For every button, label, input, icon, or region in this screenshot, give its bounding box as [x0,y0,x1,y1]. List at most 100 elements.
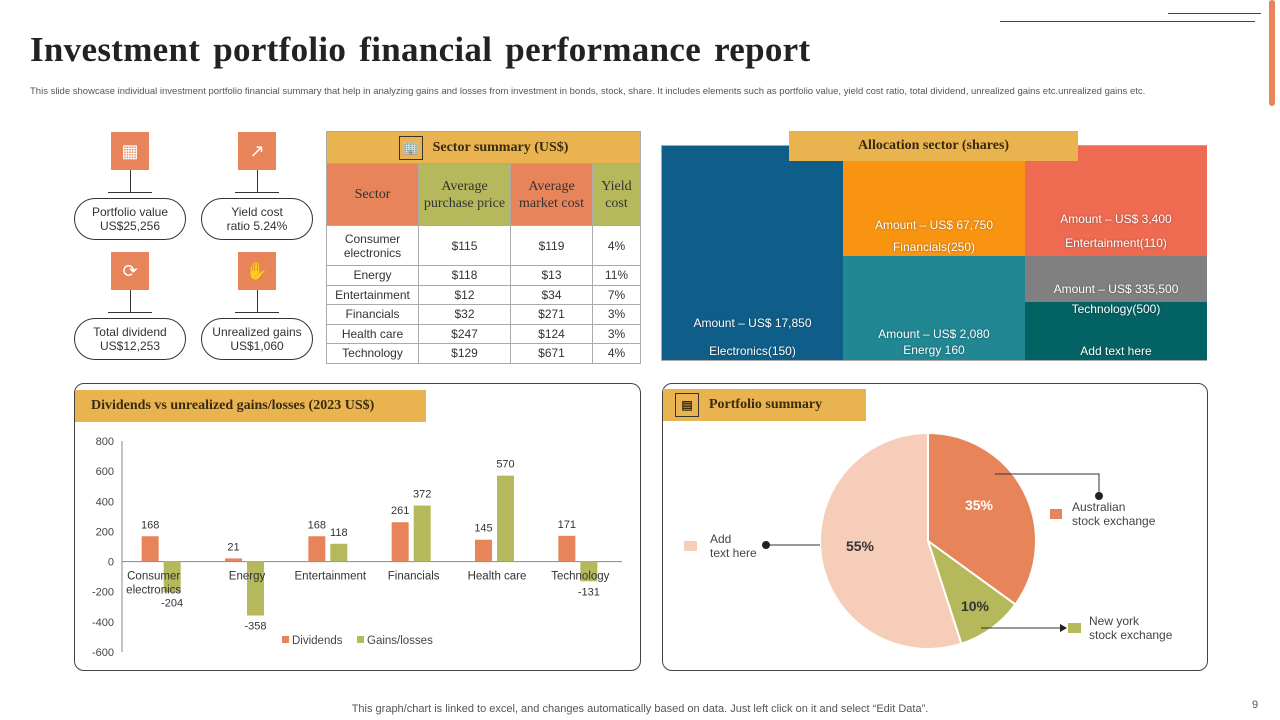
table-cell: 3% [592,304,641,325]
table-cell: Energy [326,265,419,286]
slice-label: 55% [846,538,875,554]
legend-text: New york [1089,614,1140,628]
legend-text: text here [710,546,757,560]
connector-line [108,312,152,313]
y-tick-label: 0 [108,557,114,569]
kpi-card: Portfolio value US$25,256 [74,198,186,240]
decorative-line [1168,13,1261,14]
x-tick-label: Financials [388,571,440,583]
decorative-line [1000,21,1255,22]
legend-text: stock exchange [1072,514,1156,528]
leader-dot [1095,492,1103,500]
table-row: Financials $32 $271 3% [326,304,641,325]
table-cell: $119 [510,225,593,266]
hand-money-icon: ✋ [238,252,276,290]
tile-label: Entertainment(110) [1065,236,1167,250]
kpi-value: US$12,253 [99,339,161,353]
legend-swatch [357,636,364,643]
x-tick-label: Health care [468,571,527,583]
y-tick-label: -200 [92,587,114,599]
legend-newyork: New york stock exchange [1089,614,1172,642]
bar-chart-panel [74,383,641,671]
table-cell: Consumer electronics [326,225,419,266]
connector-line [257,290,258,312]
accent-bar [1269,0,1275,106]
kpi-label: Portfolio value [91,205,169,219]
kpi-value: US$1,060 [230,339,284,353]
y-tick-label: 600 [96,466,114,478]
tile-entertainment: Amount – US$ 3,400 Entertainment(110) [1025,146,1207,256]
bar-gains-losses [580,561,598,582]
data-label: 21 [227,541,239,553]
data-label: 570 [496,459,514,471]
x-tick-label: Energy [229,571,266,583]
legend-label: Gains/losses [367,635,433,647]
legend-swatch [282,636,289,643]
connector-line [235,312,279,313]
page-subtitle: This slide showcase individual investmen… [30,86,1146,97]
data-label: 171 [558,519,576,531]
table-row: Technology $129 $671 4% [326,343,641,364]
column-header: Yield cost [592,163,641,226]
connector-line [257,170,258,192]
bar-dividends [308,536,326,562]
bar-gains-losses [497,475,514,562]
table-title: Sector summary (US$) [432,139,569,155]
pie-chart-title: Portfolio summary [709,397,823,412]
legend-swatch [1068,623,1081,633]
legend-add-text: Add text here [710,532,757,560]
kpi-card: Yield cost ratio 5.24% [201,198,313,240]
y-tick-label: 800 [96,436,114,448]
column-header: Average market cost [510,163,593,226]
y-tick-label: -600 [92,647,114,659]
connector-line [130,290,131,312]
pie-slice [927,431,1037,606]
bar-gains-losses [163,561,181,593]
data-label: 145 [474,523,492,535]
tile-electronics: Amount – US$ 17,850 Electronics(150) [662,146,843,360]
tile-label: Add text here [1080,344,1152,358]
kpi-label: Yield cost [231,205,283,219]
bar-dividends [141,536,159,562]
allocation-title: Allocation sector (shares) [789,131,1078,161]
table-cell: Entertainment [326,284,419,305]
slice-label: 10% [961,598,990,614]
x-tick-label: Technology [551,571,609,583]
column-header: Average purchase price [418,163,511,226]
building-icon: 🏢 [398,135,423,160]
bar-gains-losses [247,561,264,616]
tile-technology-amount: Amount – US$ 335,500 [1025,256,1207,302]
page-title: Investment portfolio financial performan… [30,30,811,69]
kpi-label: Total dividend [93,325,167,339]
tile-label: Financials(250) [892,240,976,254]
dividend-cycle-icon: ⟳ [111,252,149,290]
kpi-value: ratio 5.24% [226,219,288,233]
y-tick-label: 400 [96,496,114,508]
bar-gains-losses [413,505,431,562]
table-cell: $115 [418,225,511,266]
x-tick-label: electronics [126,585,181,597]
data-label: -131 [578,586,600,598]
tile-amount: Amount – US$ 67,750 [874,218,994,232]
bar-dividends [558,535,576,562]
kpi-card: Total dividend US$12,253 [74,318,186,360]
table-cell: Technology [326,343,419,364]
tile-label: Electronics(150) [709,344,796,358]
data-label: 168 [141,519,159,531]
bar-dividends [225,558,242,562]
pie-chart-panel [662,383,1208,671]
table-cell: 4% [592,225,641,266]
legend-swatch [1050,509,1062,519]
pie-chart-title-bar: ▤ Portfolio summary [663,389,866,421]
tile-technology: Technology(500) Add text here [1025,302,1207,360]
x-tick-label: Consumer [127,571,180,583]
table-row: Consumer electronics $115 $119 4% [326,225,641,266]
bar-dividends [475,539,492,562]
data-label: 118 [330,527,348,539]
footer-note: This graph/chart is linked to excel, and… [351,703,929,715]
tile-label: Energy 160 [903,343,965,357]
legend-text: Add [710,532,732,546]
data-label: -358 [244,621,266,633]
